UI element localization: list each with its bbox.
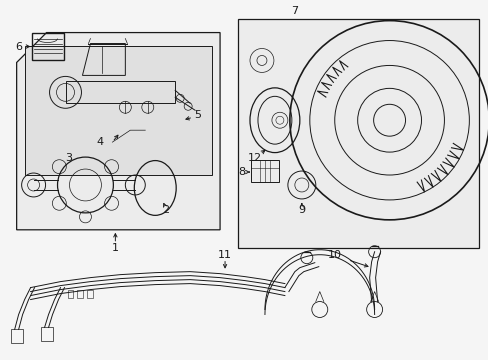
Bar: [11, 329, 22, 343]
Text: 9: 9: [298, 205, 305, 215]
Text: 6: 6: [15, 41, 22, 51]
Text: 10: 10: [327, 250, 341, 260]
Bar: [65, 81, 175, 103]
Bar: [32, 32, 63, 60]
Bar: [87, 289, 93, 298]
Text: 4: 4: [97, 137, 104, 147]
Text: 5: 5: [194, 110, 201, 120]
Text: 8: 8: [238, 167, 245, 177]
Bar: [24, 45, 212, 175]
Bar: [238, 19, 478, 248]
Bar: [41, 328, 52, 341]
Text: 11: 11: [218, 250, 232, 260]
Bar: [77, 289, 83, 298]
Bar: [67, 289, 73, 298]
Polygon shape: [17, 32, 220, 230]
Text: 3: 3: [65, 153, 72, 163]
Text: 2: 2: [162, 205, 168, 215]
Text: 7: 7: [291, 6, 298, 15]
Text: 1: 1: [112, 243, 119, 253]
Text: 12: 12: [247, 153, 262, 163]
Bar: [250, 160, 278, 182]
